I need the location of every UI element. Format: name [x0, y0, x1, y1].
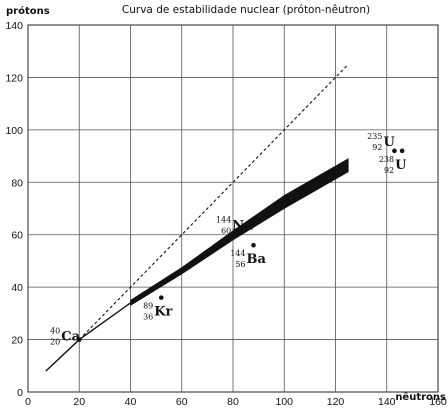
y-tick-label: 100: [5, 125, 23, 137]
stability-band: [130, 158, 349, 307]
isotope-ba-144: 144 56 Ba: [230, 242, 267, 269]
isotope-u-235: 235 92 U: [367, 132, 397, 154]
isotope-symbol: Ca: [61, 330, 80, 345]
x-tick-label: 140: [378, 396, 396, 408]
isotope-mass-number: 238: [379, 155, 394, 164]
y-tick-label: 140: [5, 20, 23, 32]
tick-labels: 0 20 40 60 80 100 120 140 160 0 20 40 60 80 100 120 140: [5, 20, 446, 408]
isotope-mass-number: 144: [230, 249, 245, 258]
x-axis-title: nêutrons: [395, 391, 446, 403]
isotope-symbol: Nd: [232, 219, 253, 234]
y-tick-label: 120: [5, 72, 23, 84]
series-layer: [45, 63, 349, 372]
x-tick-label: 40: [125, 396, 137, 408]
y-axis-title: prótons: [6, 5, 50, 17]
isotope-symbol: Ba: [247, 252, 267, 267]
isotope-atomic-number: 20: [50, 338, 60, 347]
x-tick-label: 0: [25, 396, 31, 408]
isotope-marker: [76, 337, 82, 342]
isotope-mass-number: 89: [143, 302, 153, 311]
isotope-u-238: 238 92 U: [379, 148, 407, 175]
y-tick-label: 20: [11, 335, 23, 347]
isotope-kr-89: 89 36 Kr: [143, 295, 173, 322]
isotope-ca-40: 40 20 Ca: [50, 327, 82, 347]
isotope-symbol: U: [395, 158, 407, 173]
x-tick-label: 20: [73, 396, 85, 408]
isotope-mass-number: 40: [50, 327, 60, 336]
isotope-atomic-number: 92: [372, 143, 382, 152]
isotope-marker: [399, 148, 405, 154]
isotope-marker: [251, 242, 256, 248]
y-tick-label: 80: [11, 177, 23, 189]
isotope-atomic-number: 92: [384, 166, 394, 175]
x-tick-label: 160: [429, 396, 447, 408]
y-tick-label: 0: [17, 387, 23, 399]
isotope-marker: [158, 295, 164, 300]
isotope-atomic-number: 36: [143, 313, 153, 322]
y-tick-label: 40: [11, 282, 23, 294]
y-tick-label: 60: [11, 230, 23, 242]
chart-title: Curva de estabilidade nuclear (próton-nê…: [122, 4, 370, 16]
isotope-nd-144: 144 60 Nd: [216, 216, 253, 236]
x-tick-label: 60: [176, 396, 188, 408]
x-tick-label: 100: [275, 396, 293, 408]
x-tick-label: 80: [227, 396, 239, 408]
isotope-mass-number: 235: [367, 132, 382, 141]
isotope-symbol: U: [383, 135, 395, 150]
isotope-symbol: Kr: [154, 305, 172, 320]
n-equals-z-line: [78, 63, 349, 340]
x-tick-label: 120: [327, 396, 345, 408]
isotope-atomic-number: 60: [221, 227, 231, 236]
grid: [27, 24, 439, 393]
isotope-mass-number: 144: [216, 216, 231, 225]
isotope-atomic-number: 56: [235, 260, 245, 269]
isotope-marker: [392, 148, 397, 154]
